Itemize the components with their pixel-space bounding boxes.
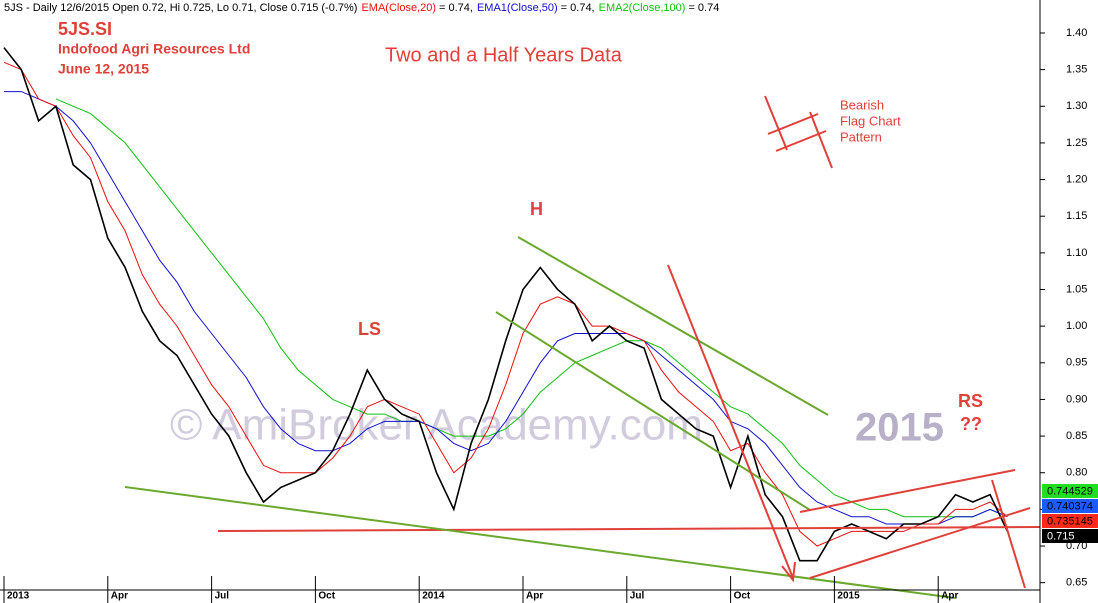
- flag-lower: [809, 507, 1031, 579]
- legend-entry: EMA1(Close,50): [477, 2, 558, 14]
- flag-icon: [809, 111, 833, 169]
- legend-entry: EMA2(Close,100): [599, 2, 686, 14]
- price-tag: [1042, 529, 1098, 543]
- channel-upper: [517, 236, 829, 416]
- x-tick-label: 2013: [7, 591, 30, 602]
- left-shoulder-label: LS: [358, 319, 381, 339]
- head-label: H: [530, 199, 543, 219]
- right-shoulder-label: RS: [958, 391, 983, 411]
- x-tick-label: Jul: [630, 591, 645, 602]
- date: June 12, 2015: [58, 61, 149, 77]
- subtitle: Two and a Half Years Data: [385, 44, 623, 66]
- price-tag-label: 0.735145: [1047, 515, 1093, 527]
- y-tick-label: 0.85: [1066, 430, 1087, 442]
- support-line: [217, 526, 1041, 532]
- watermark: © AmiBroker Academy.com: [170, 401, 703, 450]
- x-tick-label: Apr: [941, 591, 958, 602]
- legend-value: = 0.74,: [561, 2, 595, 14]
- y-tick-label: 1.40: [1066, 27, 1087, 39]
- x-tick-label: Oct: [318, 591, 335, 602]
- legend-entry: EMA(Close,20): [361, 2, 436, 14]
- x-tick-label: Apr: [111, 591, 128, 602]
- x-tick-label: 2014: [422, 591, 445, 602]
- question-label: ??: [960, 414, 982, 434]
- y-tick-label: 1.25: [1066, 137, 1087, 149]
- x-tick-label: 2015: [837, 591, 860, 602]
- arrow-head: [781, 561, 796, 583]
- company: Indofood Agri Resources Ltd: [58, 41, 250, 57]
- price-tag-label: 0.715: [1047, 530, 1075, 542]
- y-tick-label: 0.90: [1066, 393, 1087, 405]
- x-tick-label: Apr: [526, 591, 543, 602]
- ema-line: [3, 61, 1008, 547]
- y-tick-label: 0.65: [1066, 577, 1087, 589]
- legend-value: = 0.74: [688, 2, 719, 14]
- y-tick-label: 1.00: [1066, 320, 1087, 332]
- flag-icon: [764, 95, 788, 151]
- legend-value: = 0.74,: [439, 2, 473, 14]
- flag-text: Bearish: [840, 97, 884, 112]
- price-tag-label: 0.740374: [1047, 500, 1093, 512]
- flag-upper: [799, 469, 1016, 513]
- ticker: 5JS.SI: [58, 19, 112, 39]
- y-tick-label: 0.95: [1066, 357, 1087, 369]
- down-arrow: [991, 479, 1026, 589]
- y-tick-label: 1.30: [1066, 100, 1087, 112]
- y-tick-label: 1.10: [1066, 247, 1087, 259]
- price-tag: [1042, 514, 1098, 528]
- trendlines: [124, 95, 1041, 599]
- header: 5JS - Daily 12/6/2015 Open 0.72, Hi 0.72…: [4, 2, 719, 14]
- y-tick-label: 1.05: [1066, 283, 1087, 295]
- price-tag: [1042, 499, 1098, 513]
- flag-icon: [767, 113, 819, 135]
- y-tick-label: 1.15: [1066, 210, 1087, 222]
- trend-line: [124, 486, 956, 599]
- price-tag-label: 0.744529: [1047, 485, 1093, 497]
- x-tick-label: Jul: [215, 591, 230, 602]
- price-tag: [1042, 484, 1098, 498]
- ema-line: [55, 98, 1008, 518]
- channel-lower: [495, 311, 811, 511]
- header-text: 5JS - Daily 12/6/2015 Open 0.72, Hi 0.72…: [4, 2, 357, 14]
- down-arrow: [667, 264, 794, 579]
- y-tick-label: 1.35: [1066, 64, 1087, 76]
- y-tick-label: 0.80: [1066, 467, 1087, 479]
- flag-text: Pattern: [840, 129, 882, 144]
- watermark-year: 2015: [855, 406, 944, 450]
- x-tick-label: Oct: [734, 591, 751, 602]
- ema-line: [4, 91, 1008, 525]
- flag-icon: [775, 130, 827, 152]
- y-tick-label: 1.20: [1066, 173, 1087, 185]
- flag-text: Flag Chart: [840, 113, 901, 128]
